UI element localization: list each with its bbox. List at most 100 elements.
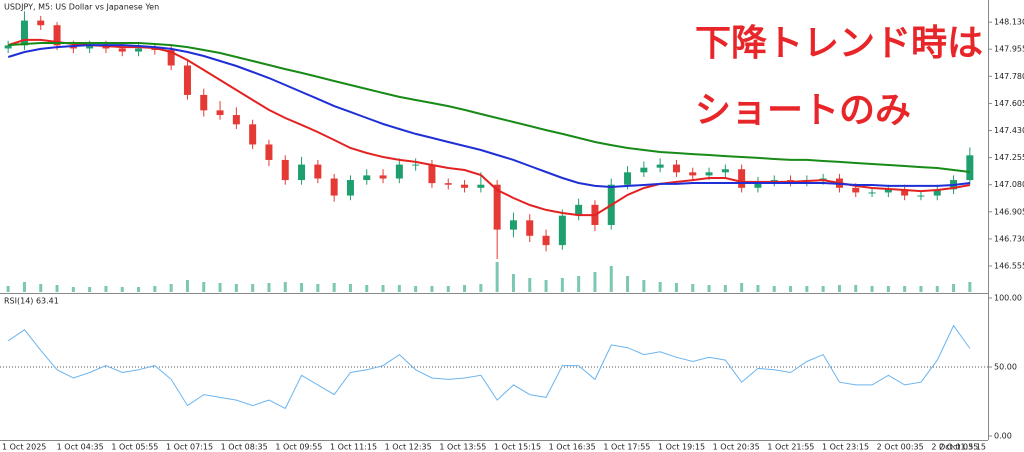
candle-body	[395, 164, 403, 179]
volume-bar	[756, 285, 760, 292]
y-tick-label: 147.430	[994, 126, 1024, 135]
candle-body	[542, 235, 550, 246]
volume-bar	[251, 284, 255, 292]
volume-bar	[919, 286, 923, 292]
time-label: 1 Oct 12:35	[385, 443, 432, 452]
volume-bar	[234, 284, 238, 292]
volume-bar	[691, 284, 695, 292]
candle-body	[461, 184, 469, 188]
volume-bar	[577, 276, 581, 292]
candle-body	[852, 187, 860, 193]
volume-bar	[55, 285, 59, 292]
volume-bar	[870, 286, 874, 292]
candle-body	[705, 172, 713, 176]
volume-bar	[397, 285, 401, 292]
moving-average	[7, 44, 971, 189]
candle-body	[787, 180, 795, 182]
y-tick-label: 50.00	[994, 363, 1017, 372]
candle-body	[298, 164, 306, 181]
volume-bar	[935, 286, 939, 292]
volume-bar	[723, 285, 727, 292]
candle-body	[933, 189, 941, 196]
candle-body	[412, 164, 420, 166]
candle-body	[20, 20, 28, 46]
volume-bar	[495, 262, 499, 292]
candle-body	[966, 155, 974, 181]
candle-body	[868, 192, 876, 194]
candle-body	[721, 169, 729, 173]
candle-body	[232, 115, 240, 125]
y-tick-label: 146.555	[994, 261, 1024, 270]
volume-bar	[740, 283, 744, 292]
time-label: 1 Oct 11:15	[330, 443, 377, 452]
y-tick-label: 146.905	[994, 207, 1024, 216]
annotation: 下降トレンド時は	[695, 23, 983, 64]
candle-body	[379, 175, 387, 179]
volume-bar	[642, 280, 646, 292]
volume-bar	[968, 282, 972, 292]
candle-body	[37, 20, 45, 26]
candle-body	[135, 48, 143, 52]
y-tick-label: 0.00	[994, 432, 1012, 441]
volume-bar	[854, 285, 858, 292]
volume-bar	[71, 287, 75, 292]
volume-bar	[952, 284, 956, 292]
volume-bar	[365, 285, 369, 292]
candle-body	[917, 195, 925, 197]
volume-bar	[6, 286, 10, 292]
volume-bar	[658, 282, 662, 292]
volume-bar	[544, 280, 548, 292]
volume-bar	[886, 286, 890, 292]
rsi-line	[7, 324, 971, 410]
moving-average	[7, 38, 971, 217]
time-label: 1 Oct 04:35	[57, 443, 104, 452]
candle-body	[330, 178, 338, 196]
time-label: 1 Oct 08:35	[221, 443, 268, 452]
candle-body	[640, 167, 648, 173]
candle-body	[53, 25, 61, 46]
volume-bar	[104, 286, 108, 292]
y-tick-label: 147.955	[994, 45, 1024, 54]
y-tick-label: 147.255	[994, 153, 1024, 162]
candle-body	[738, 169, 746, 188]
volume-bar	[120, 287, 124, 292]
candle-body	[477, 184, 485, 188]
time-label: 1 Oct 20:35	[713, 443, 760, 452]
volume-bar	[137, 287, 141, 292]
time-label: 2 Oct 03:15	[939, 443, 986, 452]
candle-body	[363, 175, 371, 181]
candle-body	[346, 180, 354, 196]
volume-bar	[218, 283, 222, 292]
rsi-title: RSI(14) 63.41	[4, 297, 59, 306]
time-label: 1 Oct 16:35	[549, 443, 596, 452]
time-label: 1 Oct 19:15	[658, 443, 705, 452]
volume-bar	[609, 266, 613, 292]
y-tick-label: 147.605	[994, 99, 1024, 108]
time-label: 1 Oct 15:15	[494, 443, 541, 452]
candle-body	[4, 45, 12, 49]
candle-body	[265, 144, 273, 160]
volume-bar	[463, 285, 467, 292]
y-tick-label: 100.00	[994, 294, 1022, 303]
volume-bar	[202, 282, 206, 292]
volume-bar	[626, 276, 630, 292]
candle-body	[493, 184, 501, 230]
volume-bar	[267, 283, 271, 292]
time-label: 1 Oct 21:55	[767, 443, 814, 452]
candle-body	[884, 189, 892, 193]
volume-bar	[316, 284, 320, 292]
time-label: 1 Oct 23:15	[822, 443, 869, 452]
time-label: 2 Oct 01:55	[931, 443, 978, 452]
volume-bar	[300, 283, 304, 292]
candle-body	[575, 204, 583, 216]
candle-body	[444, 183, 452, 185]
annotation: ショートのみ	[695, 90, 911, 131]
candle-body	[167, 50, 175, 66]
volume-bar	[169, 284, 173, 292]
y-tick-label: 148.130	[994, 18, 1024, 27]
candle-body	[249, 124, 257, 145]
y-tick-label: 146.730	[994, 234, 1024, 243]
volume-bar	[903, 286, 907, 292]
volume-bar	[789, 286, 793, 292]
